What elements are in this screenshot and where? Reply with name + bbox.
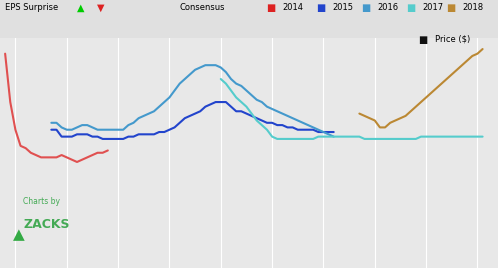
Text: 2014: 2014: [283, 3, 304, 12]
Text: 2017: 2017: [422, 3, 443, 12]
Text: ■: ■: [361, 3, 371, 13]
Text: EPS Surprise: EPS Surprise: [5, 3, 58, 12]
Text: ■: ■: [406, 3, 415, 13]
Text: Price ($): Price ($): [435, 35, 470, 44]
Text: ▼: ▼: [97, 3, 105, 13]
Text: 2015: 2015: [333, 3, 354, 12]
Text: ▲: ▲: [77, 3, 85, 13]
Text: ▲: ▲: [13, 228, 24, 243]
Text: Consensus: Consensus: [179, 3, 225, 12]
Text: Charts by: Charts by: [23, 197, 60, 206]
Text: 2016: 2016: [377, 3, 398, 12]
Text: ■: ■: [266, 3, 276, 13]
Text: ZACKS: ZACKS: [23, 218, 70, 231]
Text: ■: ■: [418, 35, 428, 45]
Text: 2018: 2018: [462, 3, 483, 12]
Text: ■: ■: [316, 3, 326, 13]
Text: ■: ■: [446, 3, 455, 13]
